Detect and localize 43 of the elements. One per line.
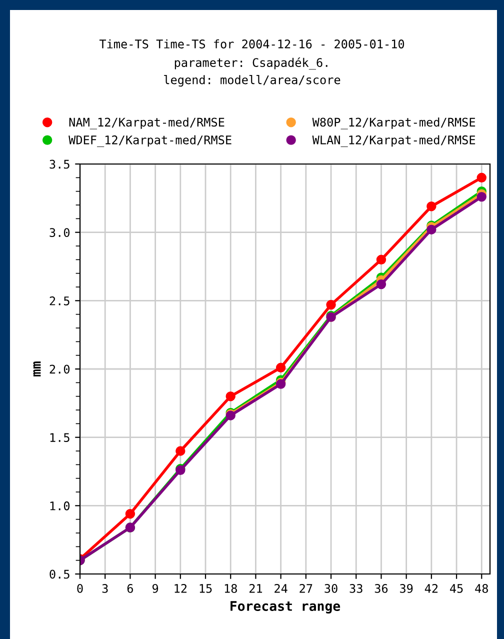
x-tick-label: 18 bbox=[224, 584, 237, 593]
point bbox=[426, 224, 436, 234]
point bbox=[125, 509, 136, 519]
y-tick-label: 3.5 bbox=[50, 160, 70, 169]
x-tick-label: 12 bbox=[174, 584, 187, 593]
x-tick-label: 3 bbox=[102, 584, 108, 593]
x-axis-title: Forecast range bbox=[230, 601, 340, 614]
x-tick-label: 15 bbox=[200, 584, 212, 593]
x-tick-label: 30 bbox=[324, 584, 338, 593]
point bbox=[376, 279, 386, 290]
point bbox=[476, 192, 486, 202]
x-tick-label: 0 bbox=[77, 584, 83, 593]
y-axis-title: mm bbox=[33, 362, 41, 376]
x-tick-label: 9 bbox=[152, 584, 158, 593]
x-tick-label: 45 bbox=[450, 584, 463, 593]
y-tick-label: 1.0 bbox=[50, 501, 70, 510]
x-tick-label: 36 bbox=[374, 584, 388, 593]
x-tick-label: 27 bbox=[300, 584, 312, 593]
y-tick-label: 2.5 bbox=[50, 296, 70, 306]
x-tick-label: 33 bbox=[350, 584, 362, 593]
point bbox=[326, 300, 336, 310]
legend-label: WLAN_12/Karpat-med/RMSE bbox=[312, 135, 476, 147]
x-tick-label: 39 bbox=[400, 584, 413, 593]
point bbox=[176, 446, 186, 456]
chart-subtitle: parameter: Csapadék_6. legend: modell/area/score bbox=[164, 57, 340, 87]
chart-title: Time-TS Time-TS for 2004-12-16 - 2005-01-10 bbox=[99, 39, 404, 48]
x-tick-label: 42 bbox=[424, 584, 438, 593]
y-tick-label: 2.0 bbox=[50, 364, 70, 374]
x-tick-label: 48 bbox=[475, 584, 488, 593]
point bbox=[276, 362, 286, 372]
x-tick-label: 21 bbox=[249, 584, 262, 593]
y-tick-label: 0.5 bbox=[50, 570, 70, 579]
y-tick-label: 3.0 bbox=[50, 228, 70, 238]
y-tick-label: 1.5 bbox=[50, 433, 70, 442]
x-tick-label: 24 bbox=[274, 584, 288, 593]
point bbox=[426, 202, 436, 212]
legend-label: WDEF_12/Karpat-med/RMSE bbox=[68, 135, 232, 147]
point bbox=[226, 391, 236, 402]
legend-label: NAM_12/Karpat-med/RMSE bbox=[69, 118, 224, 130]
point bbox=[376, 254, 386, 265]
x-tick-label: 6 bbox=[127, 584, 133, 593]
legend-label: W80P_12/Karpat-med/RMSE bbox=[312, 118, 476, 130]
point bbox=[476, 172, 486, 183]
